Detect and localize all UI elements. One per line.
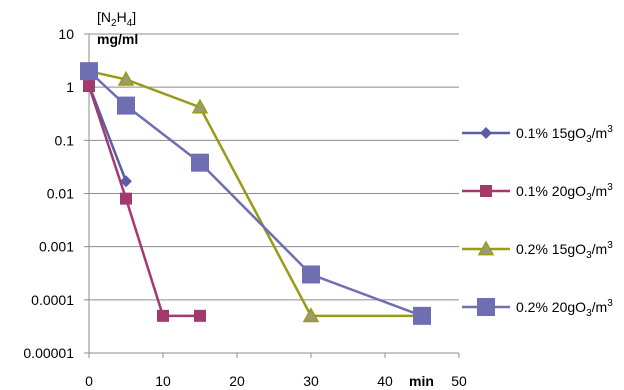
series-layer [80, 62, 431, 325]
data-point [302, 265, 320, 284]
y-tick-label: 0.001 [39, 239, 74, 255]
y-axis-label-concentration: [N2H4] [97, 9, 136, 29]
legend-item-4: 0.2% 20gO3/m3 [462, 298, 613, 319]
legend-item-1: 0.1% 15gO3/m3 [462, 124, 613, 145]
x-tick-label: 0 [85, 373, 93, 389]
series-1 [83, 78, 132, 188]
data-point [477, 298, 495, 316]
data-point [120, 192, 132, 205]
data-point [157, 309, 169, 322]
data-point [80, 62, 98, 81]
y-tick-label: 1 [66, 79, 74, 95]
data-point [120, 175, 132, 188]
series-3 [80, 62, 431, 323]
data-point [117, 96, 135, 115]
data-point [191, 153, 209, 172]
legend-label: 0.2% 20gO3/m3 [516, 298, 613, 319]
series-line [87, 85, 200, 318]
y-tick-label: 0.1 [55, 132, 75, 148]
legend-label: 0.1% 15gO3/m3 [516, 124, 613, 145]
series-4 [80, 62, 431, 325]
data-point [83, 80, 95, 93]
x-tick-label: 30 [303, 373, 319, 389]
legend: 0.1% 15gO3/m3 0.1% 20gO3/m3 0.2% 15gO3/m3 0… [462, 124, 613, 319]
legend-label: 0.1% 20gO3/m3 [516, 182, 613, 203]
x-axis-ticks: 0 10 20 30 40 50 [85, 353, 467, 389]
x-tick-label: 40 [377, 373, 393, 389]
gridlines [89, 33, 459, 354]
series-2 [83, 80, 206, 322]
y-axis-label-unit: mg/ml [97, 31, 138, 47]
legend-item-3: 0.2% 15gO3/m3 [462, 240, 613, 261]
data-point [480, 185, 492, 197]
data-point [413, 306, 431, 325]
legend-label: 0.2% 15gO3/m3 [516, 240, 613, 261]
y-tick-label: 0.0001 [31, 292, 74, 308]
data-point [477, 240, 495, 256]
y-axis-ticks: 10 1 0.1 0.01 0.001 0.0001 0.00001 [23, 26, 74, 361]
x-tick-label: 10 [155, 373, 171, 389]
data-point [194, 309, 206, 322]
data-point [302, 307, 320, 323]
y-tick-label: 0.00001 [23, 345, 74, 361]
data-point [480, 127, 492, 139]
data-point [117, 70, 135, 86]
y-tick-label: 0.01 [47, 186, 74, 202]
x-tick-label: 50 [451, 373, 467, 389]
legend-item-2: 0.1% 20gO3/m3 [462, 182, 613, 203]
x-tick-label: 20 [229, 373, 245, 389]
x-axis-unit-label: min [409, 373, 434, 389]
y-tick-label: 10 [58, 26, 74, 42]
data-point [191, 98, 209, 114]
